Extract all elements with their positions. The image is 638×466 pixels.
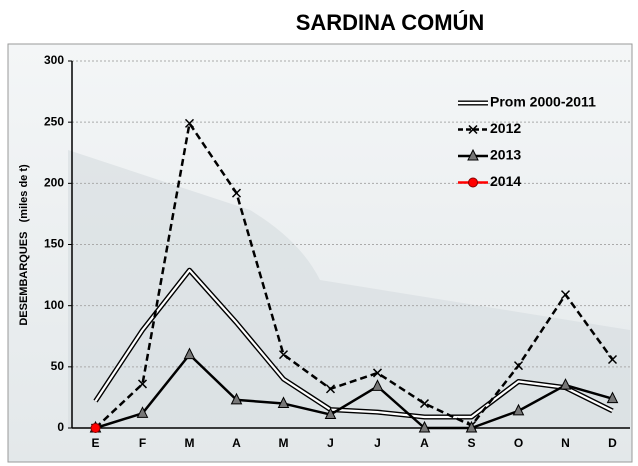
- marker-circle: [90, 423, 101, 433]
- marker-x: [184, 118, 195, 128]
- series-line: [95, 353, 613, 430]
- y-tick-label: 300: [44, 53, 64, 67]
- chart-title: SARDINA COMÚN: [296, 10, 485, 35]
- marker-x: [560, 290, 571, 300]
- x-tick-label: M: [279, 436, 289, 450]
- y-tick-label: 200: [44, 176, 64, 190]
- legend-marker: [468, 177, 478, 188]
- y-tick-label: 0: [57, 420, 64, 434]
- y-tick-label: 250: [44, 114, 64, 128]
- marker-x: [325, 384, 336, 394]
- series-line-inner: [94, 269, 613, 419]
- x-tick-label: J: [374, 436, 381, 450]
- x-tick-label: A: [232, 436, 241, 450]
- marker-triangle: [371, 379, 384, 391]
- series-line: [94, 122, 614, 429]
- legend-label: 2014: [490, 173, 521, 189]
- legend-label: 2013: [490, 147, 521, 163]
- x-tick-label: M: [185, 436, 195, 450]
- marker-triangle: [183, 347, 196, 360]
- x-tick-label: J: [327, 436, 334, 450]
- marker-triangle: [230, 392, 243, 405]
- marker-x: [372, 368, 383, 378]
- marker-triangle: [512, 403, 525, 416]
- marker-triangle: [136, 406, 149, 418]
- marker-x: [137, 379, 148, 389]
- legend-label: Prom 2000-2011: [490, 94, 596, 110]
- marker-triangle: [465, 420, 478, 433]
- x-tick-label: S: [467, 436, 475, 450]
- marker-x: [419, 399, 430, 409]
- marker-triangle: [559, 378, 572, 390]
- x-tick-label: N: [561, 436, 570, 450]
- marker-x: [278, 350, 289, 360]
- y-tick-label: 150: [44, 237, 64, 251]
- y-tick-label: 50: [51, 359, 65, 373]
- marker-triangle: [606, 391, 619, 404]
- y-tick-label: 100: [44, 298, 64, 312]
- x-tick-label: D: [608, 436, 617, 450]
- legend-marker: [468, 124, 478, 135]
- marker-triangle: [418, 420, 431, 433]
- marker-x: [513, 361, 524, 371]
- marker-x: [607, 354, 618, 365]
- marker-x: [231, 188, 242, 198]
- y-axis-label: DESEMBARQUES (miles de t): [18, 164, 30, 326]
- x-tick-label: O: [514, 436, 523, 450]
- marker-triangle: [277, 396, 290, 409]
- x-tick-label: A: [420, 436, 429, 450]
- x-tick-label: E: [91, 436, 99, 450]
- marker-triangle: [324, 407, 337, 420]
- legend-marker: [467, 148, 479, 161]
- background-shape: [68, 150, 630, 428]
- legend-label: 2012: [490, 120, 521, 136]
- x-tick-label: F: [139, 436, 146, 450]
